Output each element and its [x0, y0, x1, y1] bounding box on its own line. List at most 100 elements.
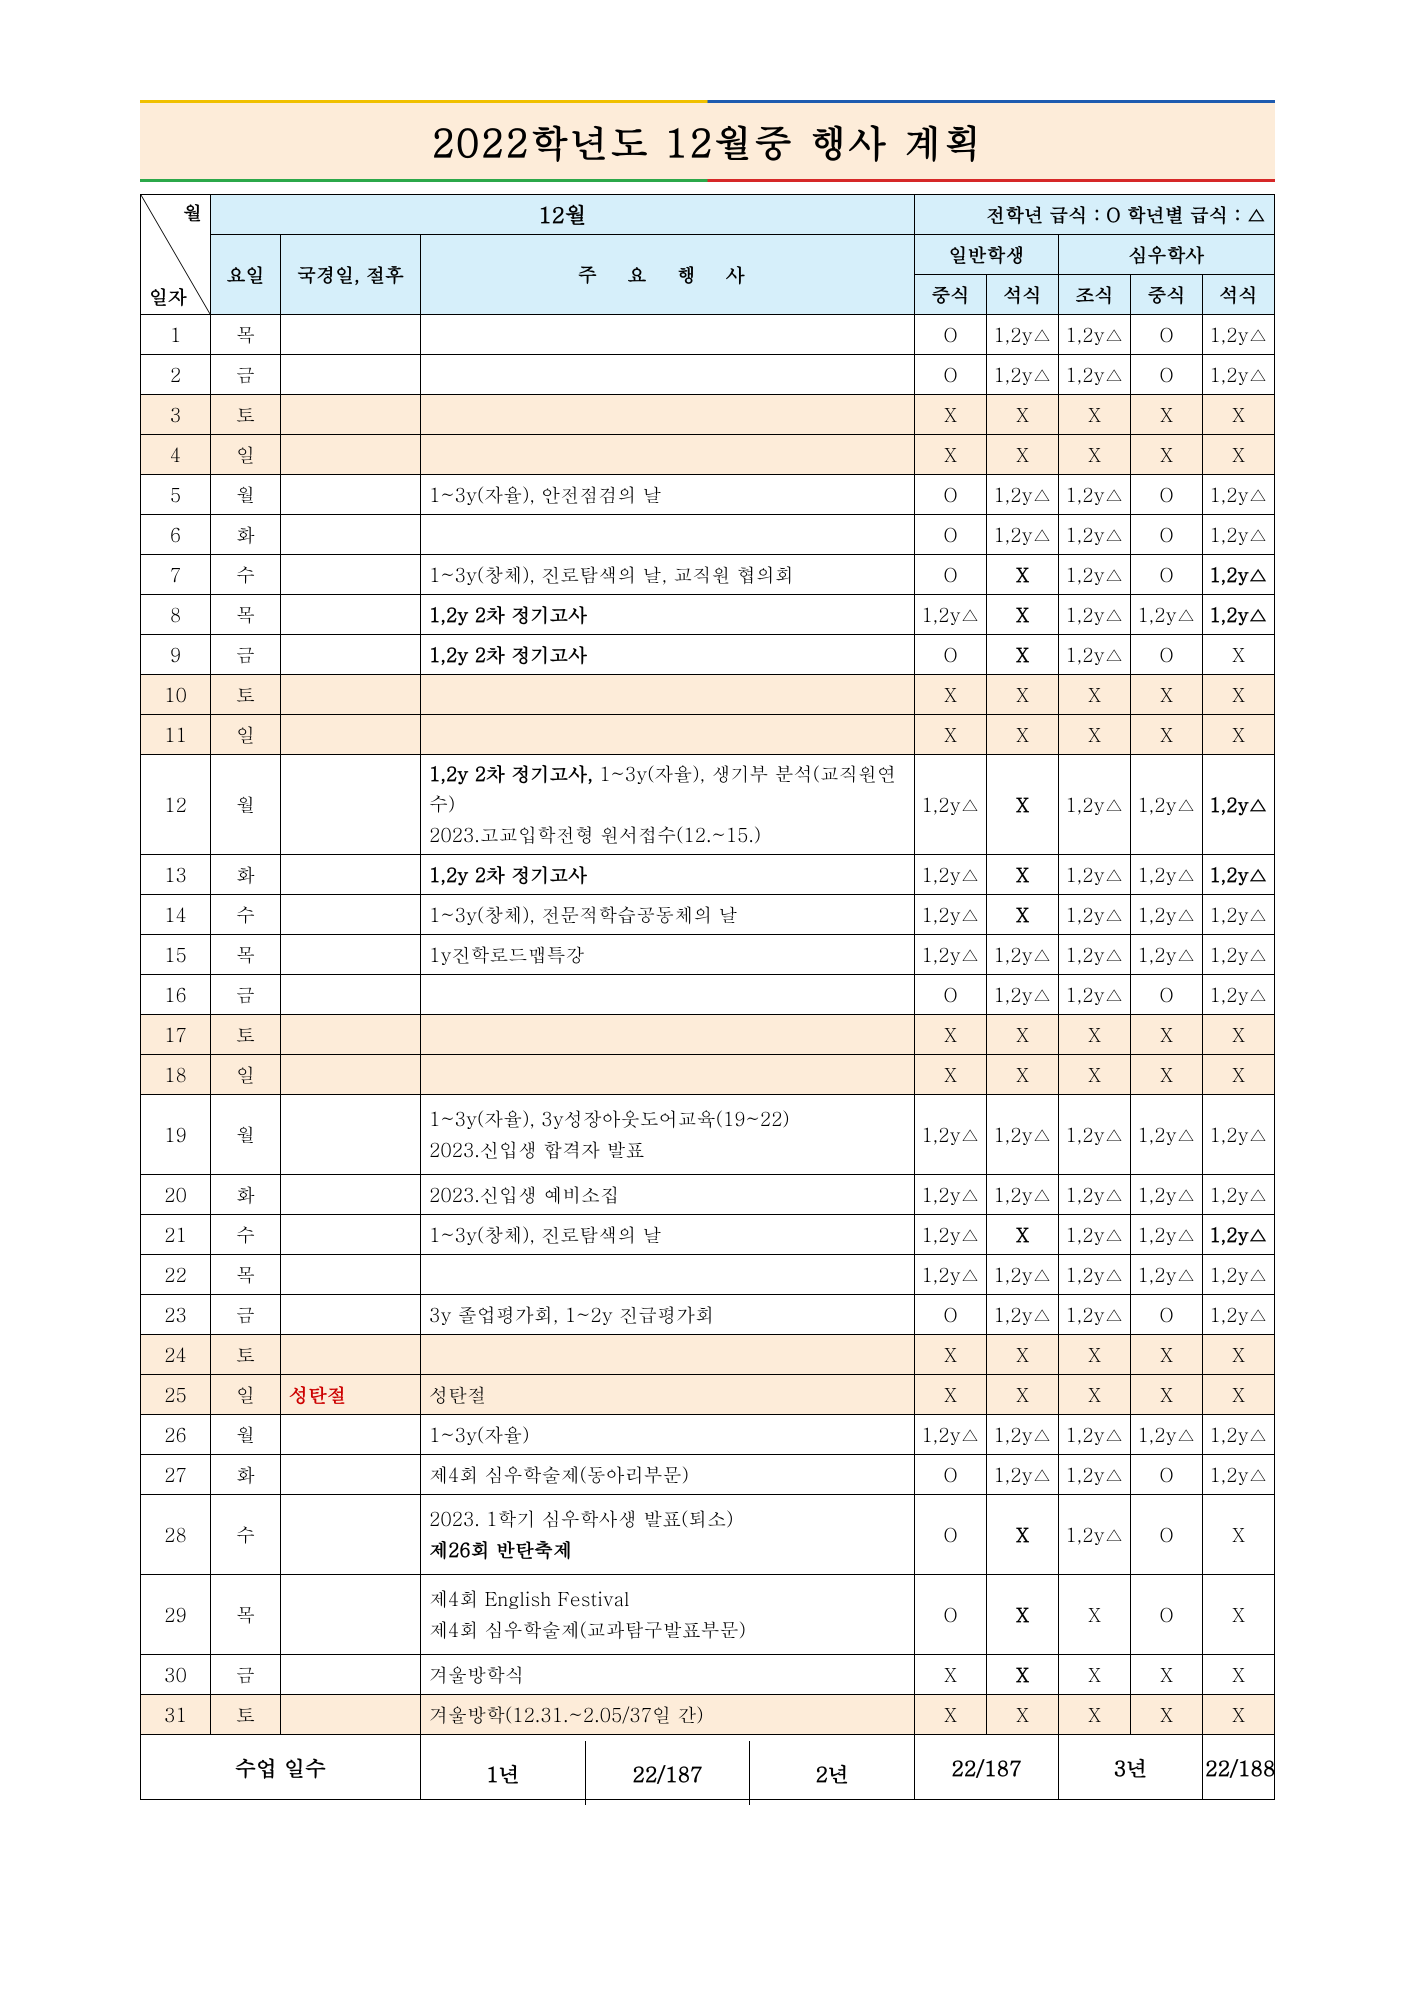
meal-cell: 1,2y△ [1203, 315, 1275, 355]
meal-cell: O [1131, 315, 1203, 355]
table-row: 19월1~3y(자율), 3y성장아웃도어교육(19~22)2023.신입생 합… [141, 1095, 1275, 1175]
meal-cell: O [915, 635, 987, 675]
meal-cell: 1,2y△ [915, 895, 987, 935]
meal-cell: O [1131, 1455, 1203, 1495]
holiday-cell [281, 315, 421, 355]
holiday-cell [281, 1695, 421, 1735]
date-cell: 3 [141, 395, 211, 435]
meal-cell: O [1131, 475, 1203, 515]
event-cell: 겨울방학식 [421, 1655, 915, 1695]
meal-cell: X [915, 395, 987, 435]
table-row: 16금O1,2y△1,2y△O1,2y△ [141, 975, 1275, 1015]
meal-cell: X [1059, 715, 1131, 755]
event-cell: 1~3y(창체), 진로탐색의 날, 교직원 협의회 [421, 555, 915, 595]
meal-cell: X [1203, 1375, 1275, 1415]
general-header: 일반학생 [915, 235, 1059, 275]
holiday-cell: 성탄절 [281, 1375, 421, 1415]
meal-cell: 1,2y△ [1203, 1255, 1275, 1295]
table-row: 13화1,2y 2차 정기고사1,2y△X1,2y△1,2y△1,2y△ [141, 855, 1275, 895]
event-cell: 2023. 1학기 심우학사생 발표(퇴소)제26회 반탄축제 [421, 1495, 915, 1575]
meal-cell: X [987, 1055, 1059, 1095]
holiday-cell [281, 715, 421, 755]
weekday-cell: 목 [211, 595, 281, 635]
meal-cell: X [987, 715, 1059, 755]
table-row: 8목1,2y 2차 정기고사1,2y△X1,2y△1,2y△1,2y△ [141, 595, 1275, 635]
meal-cell: 1,2y△ [1059, 1175, 1131, 1215]
weekday-cell: 일 [211, 1375, 281, 1415]
meal-cell: X [915, 1655, 987, 1695]
meal-cell: X [987, 1335, 1059, 1375]
meal-cell: X [987, 635, 1059, 675]
meal-cell: X [915, 1375, 987, 1415]
table-row: 5월1~3y(자율), 안전점검의 날O1,2y△1,2y△O1,2y△ [141, 475, 1275, 515]
table-row: 17토XXXXX [141, 1015, 1275, 1055]
meal-cell: 1,2y△ [1059, 1255, 1131, 1295]
date-cell: 16 [141, 975, 211, 1015]
meal-cell: X [1203, 1575, 1275, 1655]
meal-cell: X [1131, 1695, 1203, 1735]
weekday-cell: 토 [211, 1335, 281, 1375]
holiday-cell [281, 1215, 421, 1255]
weekday-cell: 화 [211, 1175, 281, 1215]
holiday-cell [281, 1415, 421, 1455]
meal-cell: X [1203, 1655, 1275, 1695]
meal-cell: X [1059, 1335, 1131, 1375]
table-row: 22목1,2y△1,2y△1,2y△1,2y△1,2y△ [141, 1255, 1275, 1295]
table-row: 1목O1,2y△1,2y△O1,2y△ [141, 315, 1275, 355]
meal-cell: X [1131, 1655, 1203, 1695]
event-cell: 제4회 심우학술제(동아리부문) [421, 1455, 915, 1495]
y1-label: 1년 [421, 1741, 585, 1805]
y3-label: 3년 [1059, 1735, 1203, 1800]
meal-cell: 1,2y△ [1131, 1255, 1203, 1295]
meal-cell: X [915, 1015, 987, 1055]
weekday-cell: 수 [211, 895, 281, 935]
meal-cell: X [1059, 1575, 1131, 1655]
meal-cell: 1,2y△ [1131, 1175, 1203, 1215]
meal-cell: 1,2y△ [1059, 635, 1131, 675]
meal-cell: 1,2y△ [1203, 1415, 1275, 1455]
holiday-cell [281, 975, 421, 1015]
meal-cell: 1,2y△ [915, 1175, 987, 1215]
meal-cell: O [915, 1455, 987, 1495]
date-cell: 10 [141, 675, 211, 715]
weekday-cell: 화 [211, 515, 281, 555]
date-cell: 26 [141, 1415, 211, 1455]
event-cell: 제4회 English Festival제4회 심우학술제(교과탐구발표부문) [421, 1575, 915, 1655]
meal-cell: 1,2y△ [1203, 595, 1275, 635]
weekday-cell: 화 [211, 1455, 281, 1495]
event-cell [421, 675, 915, 715]
table-row: 10토XXXXX [141, 675, 1275, 715]
meal-cell: X [1059, 395, 1131, 435]
holiday-cell [281, 1495, 421, 1575]
table-row: 26월1~3y(자율)1,2y△1,2y△1,2y△1,2y△1,2y△ [141, 1415, 1275, 1455]
weekday-cell: 목 [211, 935, 281, 975]
meal-cell: X [1131, 675, 1203, 715]
meal-cell: X [1131, 1375, 1203, 1415]
meal-cell: 1,2y△ [1203, 1095, 1275, 1175]
meal-cell: X [1203, 635, 1275, 675]
meal-cell: X [987, 1215, 1059, 1255]
meal-cell: O [1131, 1575, 1203, 1655]
date-cell: 7 [141, 555, 211, 595]
holiday-cell [281, 635, 421, 675]
event-cell: 1~3y(창체), 진로탐색의 날 [421, 1215, 915, 1255]
y3-value: 22/188 [1203, 1735, 1275, 1800]
date-cell: 15 [141, 935, 211, 975]
y2-value: 22/187 [915, 1735, 1059, 1800]
meal-cell: 1,2y△ [1059, 515, 1131, 555]
event-cell: 2023.신입생 예비소집 [421, 1175, 915, 1215]
month-header: 12월 [211, 195, 915, 235]
y1-value: 22/187 [585, 1741, 749, 1805]
meal-cell: 1,2y△ [1203, 1175, 1275, 1215]
event-cell [421, 1015, 915, 1055]
meal-cell: X [987, 855, 1059, 895]
date-cell: 30 [141, 1655, 211, 1695]
meal-cell: O [1131, 355, 1203, 395]
weekday-cell: 목 [211, 1255, 281, 1295]
date-cell: 14 [141, 895, 211, 935]
meal-cell: O [915, 475, 987, 515]
meal-cell: O [1131, 515, 1203, 555]
date-cell: 6 [141, 515, 211, 555]
meal-cell: 1,2y△ [987, 935, 1059, 975]
meal-cell: O [915, 555, 987, 595]
